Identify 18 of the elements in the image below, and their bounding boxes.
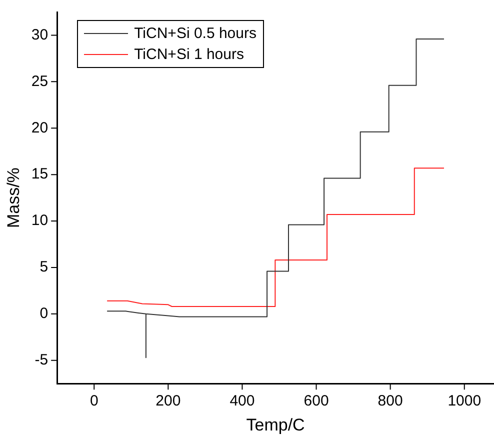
x-tick-label: 600	[304, 392, 329, 410]
x-tick-label: 0	[90, 392, 98, 410]
x-tick-label: 1000	[448, 392, 482, 410]
x-tick-label: 800	[378, 392, 403, 410]
y-tick-label: 10	[31, 212, 48, 230]
y-tick-label: 25	[31, 72, 48, 90]
y-tick-label: 15	[31, 166, 48, 183]
legend-label: TiCN+Si 0.5 hours	[134, 24, 256, 44]
y-tick-label: 20	[31, 119, 48, 136]
x-axis-title: Temp/C	[246, 415, 305, 434]
x-tick-label: 200	[156, 392, 181, 410]
x-tick-label: 400	[230, 392, 255, 410]
y-tick-label: 0	[40, 305, 48, 322]
y-tick-label: 5	[40, 258, 48, 276]
legend-label: TiCN+Si 1 hours	[134, 45, 244, 65]
y-tick-label: 30	[31, 26, 48, 44]
y-tick-label: -5	[34, 352, 48, 369]
y-axis-title: Mass/%	[4, 168, 23, 228]
